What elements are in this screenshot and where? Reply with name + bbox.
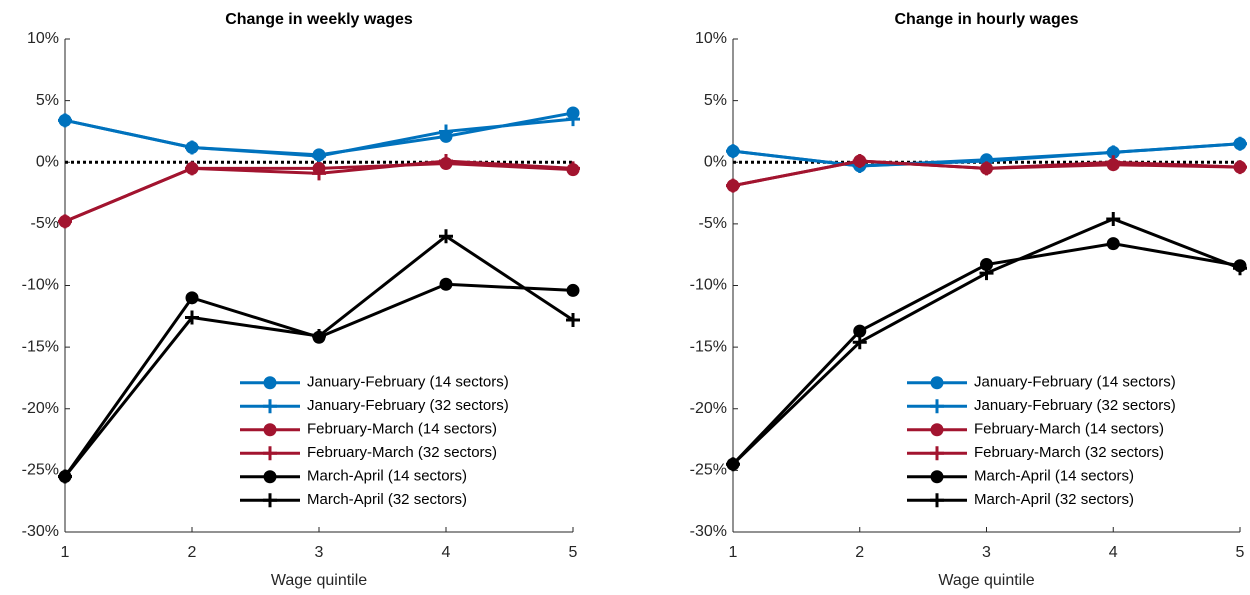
marker	[726, 457, 740, 472]
chart-title: Change in weekly wages	[225, 11, 413, 28]
y-tick-label: -30%	[690, 523, 727, 540]
legend-label: March-April (32 sectors)	[307, 491, 467, 508]
marker	[852, 154, 867, 169]
marker	[1233, 261, 1247, 276]
y-tick-label: -25%	[22, 462, 59, 479]
x-tick-label: 1	[729, 544, 738, 561]
legend-marker	[930, 423, 944, 437]
y-tick-label: -30%	[22, 523, 59, 540]
legend-label: February-March (14 sectors)	[307, 421, 497, 438]
legend-label: March-April (14 sectors)	[974, 468, 1134, 485]
legend-label: January-February (14 sectors)	[974, 374, 1176, 391]
marker	[1233, 136, 1247, 151]
y-tick-label: 0%	[36, 153, 59, 170]
marker	[1233, 160, 1247, 175]
marker	[312, 166, 326, 181]
marker	[566, 283, 580, 297]
marker	[439, 229, 453, 244]
legend-marker	[263, 470, 277, 484]
legend-marker	[930, 399, 944, 414]
y-tick-label: 5%	[36, 92, 59, 109]
y-tick-label: -15%	[22, 338, 59, 355]
marker	[853, 324, 867, 338]
legend-label: March-April (32 sectors)	[974, 491, 1134, 508]
x-axis-label: Wage quintile	[938, 572, 1034, 589]
marker	[566, 161, 580, 176]
marker	[58, 469, 72, 484]
marker	[312, 149, 326, 164]
legend-marker	[930, 470, 944, 484]
y-tick-label: -10%	[690, 277, 727, 294]
series-line	[63, 234, 574, 478]
marker	[439, 277, 453, 291]
marker	[979, 266, 994, 281]
legend-label: February-March (14 sectors)	[974, 421, 1164, 438]
marker	[726, 144, 740, 159]
legend-label: February-March (32 sectors)	[974, 444, 1164, 461]
marker	[185, 310, 199, 325]
y-tick-label: -5%	[31, 215, 59, 232]
legend-label: February-March (32 sectors)	[307, 444, 497, 461]
marker	[439, 124, 453, 139]
y-tick-label: 5%	[704, 92, 727, 109]
marker	[185, 161, 199, 176]
marker	[185, 140, 199, 155]
marker	[1106, 237, 1120, 251]
y-tick-label: -5%	[699, 215, 727, 232]
legend-label: January-February (32 sectors)	[307, 397, 509, 414]
marker	[979, 161, 994, 176]
marker	[566, 112, 580, 127]
legend-marker	[263, 446, 277, 461]
legend-marker	[263, 376, 277, 390]
marker	[852, 335, 867, 350]
marker	[980, 258, 993, 272]
y-tick-label: -20%	[22, 400, 59, 417]
legend-label: January-February (32 sectors)	[974, 397, 1176, 414]
y-tick-label: 10%	[27, 30, 59, 47]
y-tick-label: -20%	[690, 400, 727, 417]
legend-marker	[930, 493, 944, 508]
x-tick-label: 5	[1236, 544, 1245, 561]
y-tick-label: -25%	[690, 462, 727, 479]
y-tick-label: 0%	[704, 153, 727, 170]
legend-marker	[930, 446, 944, 461]
marker	[58, 214, 72, 229]
y-tick-label: -15%	[690, 338, 727, 355]
legend-marker	[263, 423, 277, 437]
x-tick-label: 2	[855, 544, 864, 561]
x-tick-label: 1	[61, 544, 70, 561]
x-tick-label: 4	[1109, 544, 1118, 561]
chart-title: Change in hourly wages	[894, 11, 1078, 28]
marker	[1106, 211, 1121, 226]
marker	[726, 178, 740, 193]
x-tick-label: 2	[188, 544, 197, 561]
y-tick-label: 10%	[695, 30, 727, 47]
x-tick-label: 5	[569, 544, 578, 561]
legend-marker	[263, 493, 277, 508]
legend-label: March-April (14 sectors)	[307, 468, 467, 485]
legend-label: January-February (14 sectors)	[307, 374, 509, 391]
marker	[312, 329, 326, 344]
x-tick-label: 4	[442, 544, 451, 561]
marker	[185, 291, 199, 305]
x-tick-label: 3	[315, 544, 324, 561]
legend-marker	[263, 399, 277, 414]
marker	[1106, 155, 1121, 170]
y-tick-label: -10%	[22, 277, 59, 294]
x-tick-label: 3	[982, 544, 991, 561]
marker	[58, 113, 72, 128]
marker	[439, 154, 453, 169]
marker	[566, 313, 580, 328]
legend-marker	[930, 376, 944, 390]
x-axis-label: Wage quintile	[271, 572, 367, 589]
